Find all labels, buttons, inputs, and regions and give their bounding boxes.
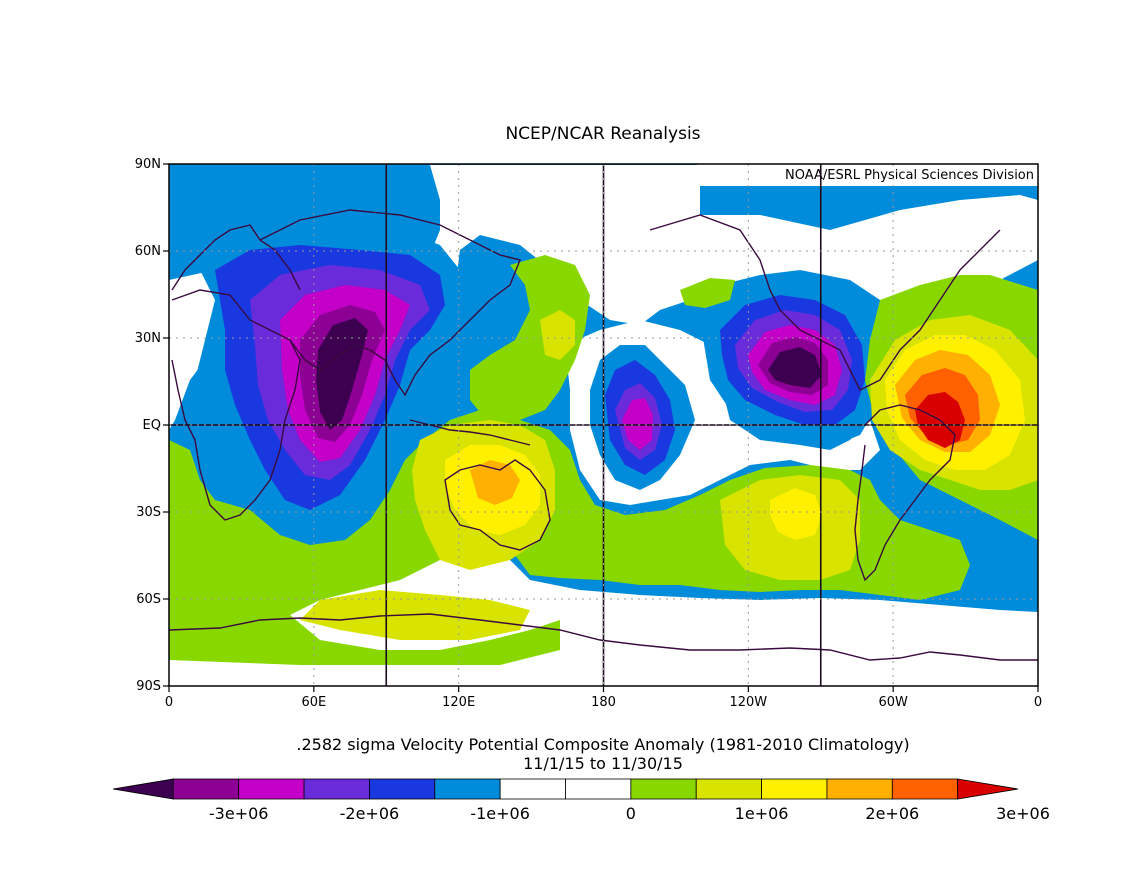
lon-tick-label: 180 bbox=[591, 695, 616, 710]
longitude-axis: 0 60E 120E 180 120W 60W 0 bbox=[165, 686, 1042, 710]
lat-tick-label: 30S bbox=[136, 505, 161, 520]
lon-tick-label: 60W bbox=[878, 695, 908, 710]
colorbar-swatch bbox=[434, 778, 501, 800]
minimum-indian-ocean bbox=[316, 318, 368, 430]
coastline-antarctica bbox=[169, 613, 1038, 661]
colorbar-arrow-low bbox=[112, 778, 174, 800]
coastlines bbox=[169, 209, 1038, 661]
colorbar-tick-label: 1e+06 bbox=[735, 804, 789, 823]
coastline-north-america bbox=[649, 214, 1001, 391]
map-panel: NOAA/ESRL Physical Sciences Division 90N… bbox=[135, 157, 1042, 710]
coastline-south-america bbox=[854, 404, 956, 582]
caption-line-1: .2582 sigma Velocity Potential Composite… bbox=[296, 735, 909, 754]
lon-tick-label: 120E bbox=[442, 695, 475, 710]
dotted-gridlines bbox=[169, 164, 1038, 686]
chart-title: NCEP/NCAR Reanalysis bbox=[505, 124, 700, 144]
negative-region-central-pacific-strong bbox=[622, 398, 653, 450]
colorbar-swatch bbox=[891, 778, 959, 800]
lon-tick-label: 120W bbox=[729, 695, 767, 710]
colorbar-tick-label: -3e+06 bbox=[209, 804, 269, 823]
colorbar-swatch bbox=[565, 778, 632, 800]
caption-line-2: 11/1/15 to 11/30/15 bbox=[523, 754, 683, 773]
lat-tick-label: 90S bbox=[136, 679, 161, 694]
colorbar-tick-label: 3e+06 bbox=[996, 804, 1050, 823]
lat-tick-label: 30N bbox=[135, 331, 161, 346]
coastline-asia bbox=[259, 209, 521, 397]
colorbar-swatch bbox=[695, 778, 762, 800]
lat-tick-label: EQ bbox=[143, 418, 161, 433]
neutral-region-northern bbox=[410, 165, 1038, 350]
colorbar-swatch bbox=[499, 778, 566, 800]
credit-box bbox=[697, 164, 1038, 186]
lon-tick-label: 0 bbox=[1034, 695, 1042, 710]
lat-tick-label: 60N bbox=[135, 244, 161, 259]
positive-region-north-pacific-inner bbox=[540, 310, 575, 360]
colorbar-tick-label: 0 bbox=[626, 804, 636, 823]
colorbar-tick-label: -1e+06 bbox=[470, 804, 530, 823]
maximum-south-pacific bbox=[770, 488, 822, 540]
colorbar-swatch bbox=[630, 778, 697, 800]
colorbar-swatch bbox=[826, 778, 893, 800]
colorbar-tick-label: -2e+06 bbox=[340, 804, 400, 823]
coastline-australia bbox=[444, 459, 551, 551]
colorbar-swatch bbox=[303, 778, 370, 800]
lat-tick-label: 90N bbox=[135, 157, 161, 172]
colorbar-swatch bbox=[369, 778, 436, 800]
lon-tick-label: 60E bbox=[301, 695, 326, 710]
colorbar-swatch bbox=[238, 778, 305, 800]
colorbar: -3e+06 -2e+06 -1e+06 0 1e+06 2e+06 3e+06 bbox=[112, 778, 1050, 823]
positive-region-southern bbox=[169, 410, 970, 665]
colorbar-arrow-high bbox=[957, 778, 1019, 800]
latitude-axis: 90N 60N 30N EQ 30S 60S 90S bbox=[135, 157, 169, 694]
positive-region-australia-core bbox=[470, 460, 520, 505]
minimum-north-pacific-east bbox=[768, 347, 822, 388]
colorbar-tick-label: 2e+06 bbox=[865, 804, 919, 823]
positive-region-north-pacific bbox=[470, 255, 590, 425]
lat-tick-label: 60S bbox=[136, 592, 161, 607]
colorbar-swatch bbox=[761, 778, 828, 800]
colorbar-swatch bbox=[172, 778, 240, 800]
lon-tick-label: 0 bbox=[165, 695, 173, 710]
coastline-europe bbox=[171, 224, 301, 291]
coastline-africa bbox=[171, 289, 301, 521]
credit-label: NOAA/ESRL Physical Sciences Division bbox=[785, 168, 1034, 183]
